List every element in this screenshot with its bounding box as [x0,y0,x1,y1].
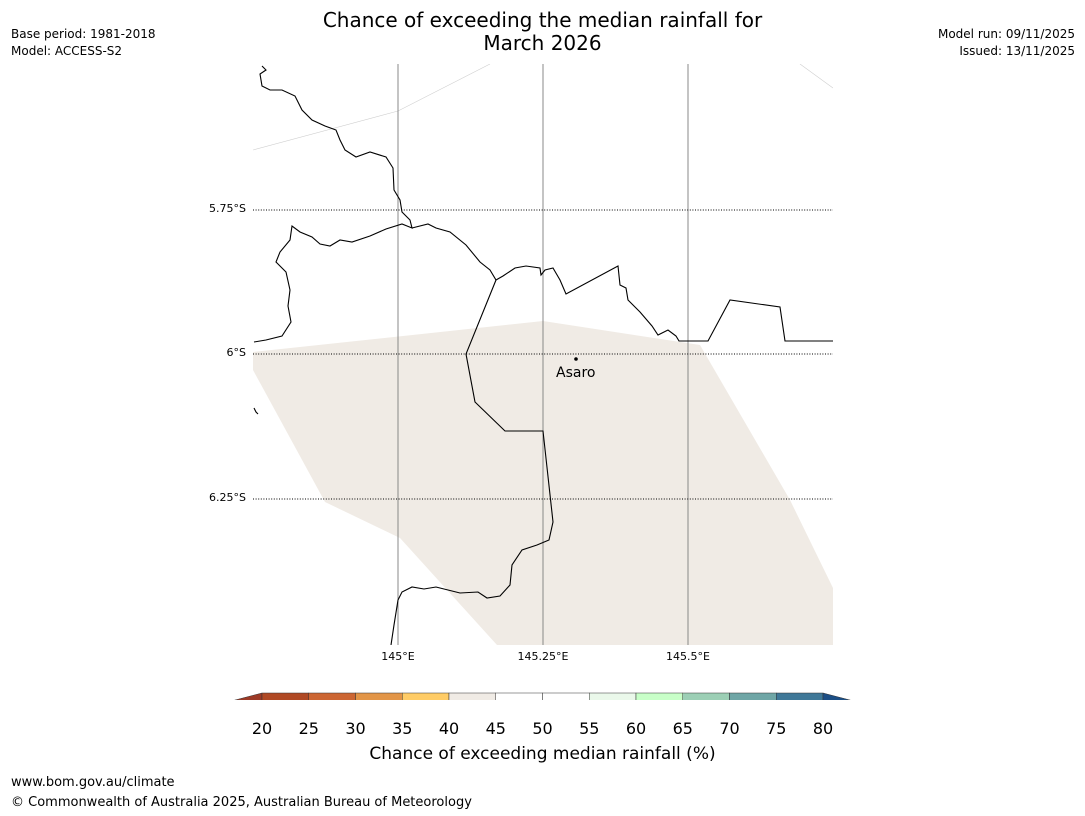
footer-url[interactable]: www.bom.gov.au/climate [11,775,175,790]
colorbar-tick-label: 50 [532,719,553,738]
lon-label-145-5: 145.5°E [666,650,710,663]
colorbar-tick-label: 45 [485,719,506,738]
base-period: Base period: 1981-2018 [11,27,156,41]
model-name: Model: ACCESS-S2 [11,44,123,58]
colorbar-cell [589,692,637,700]
colorbar-tick-label: 55 [579,719,600,738]
footer-copyright: © Commonwealth of Australia 2025, Austra… [11,795,472,810]
colorbar-cell [402,692,450,700]
colorbar-tick-label: 80 [812,719,834,738]
model-run: Model run: 09/11/2025 [937,27,1075,41]
colorbar-tick-label: 60 [625,719,647,738]
lat-label-6-25: 6.25°S [209,491,246,504]
colorbar-tick-label: 40 [438,719,460,738]
map-title-line1: Chance of exceeding the median rainfall … [322,8,763,32]
colorbar [234,692,851,700]
colorbar-cell [308,692,356,700]
colorbar-cell [542,692,590,700]
faint-line [799,64,833,89]
boundary-central [411,223,833,342]
colorbar-cell [776,692,824,700]
colorbar-tick-label: 70 [719,719,740,738]
colorbar-tick-label: 30 [345,719,366,738]
boundary-south [390,279,554,645]
boundary-north [253,65,413,343]
colorbar-cell [261,692,309,700]
colorbar-high-extend [822,692,851,700]
colorbar-cell [682,692,730,700]
lat-label-5-75: 5.75°S [209,202,246,215]
colorbar-tick-label: 35 [392,719,413,738]
colorbar-cell [495,692,543,700]
lat-label-6: 6°S [226,346,246,359]
colorbar-tick-label: 25 [298,719,319,738]
meta-right: Model run: 09/11/2025 Issued: 13/11/2025 [938,26,1075,60]
colorbar-tick-label: 65 [672,719,693,738]
colorbar-cell [448,692,496,700]
colorbar-label: Chance of exceeding median rainfall (%) [369,744,716,764]
lon-label-145-25: 145.25°E [517,650,569,663]
colorbar-low-extend [234,692,263,700]
colorbar-cell [355,692,403,700]
colorbar-cell [635,692,683,700]
asaro-marker [574,357,578,361]
issued-date: Issued: 13/11/2025 [959,44,1075,58]
place-label-asaro: Asaro [556,365,596,381]
boundary-fragment [253,407,259,415]
faint-line [253,64,491,151]
meta-left: Base period: 1981-2018 Model: ACCESS-S2 [11,26,156,60]
colorbar-tick-label: 75 [766,719,787,738]
colorbar-cell [729,692,777,700]
colorbar-tick-label: 20 [251,719,273,738]
lon-label-145: 145°E [381,650,415,663]
map-title-line2: March 2026 [483,31,602,55]
map-canvas [234,64,851,700]
